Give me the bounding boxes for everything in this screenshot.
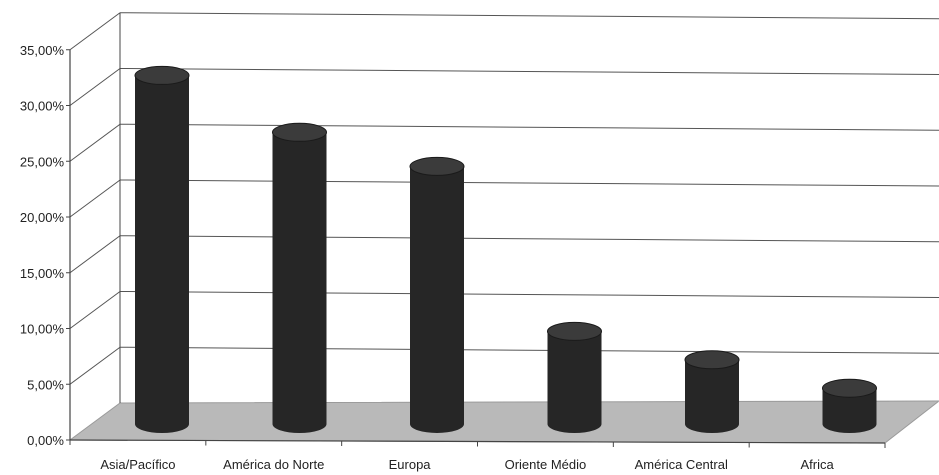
- gridline: [119, 179, 939, 187]
- gridline: [119, 12, 939, 20]
- x-category-label: Oriente Médio: [505, 457, 587, 472]
- bar: [547, 321, 602, 433]
- y-tick-label: 30,00%: [20, 99, 65, 114]
- bar: [409, 156, 465, 433]
- bar: [272, 122, 327, 433]
- bar-body: [410, 166, 464, 433]
- bar-body: [135, 75, 189, 433]
- chart-floor-layer: [68, 400, 939, 444]
- y-tick-label: 0,00%: [27, 433, 64, 448]
- bar-top: [547, 321, 602, 341]
- gridline: [119, 346, 939, 354]
- gridline-wall: [69, 12, 121, 51]
- bar-top: [272, 122, 327, 142]
- y-tick-label: 5,00%: [27, 377, 64, 392]
- gridline-wall: [69, 179, 121, 218]
- bar-body: [272, 132, 327, 433]
- chart-floor: [68, 400, 939, 444]
- gridline: [119, 291, 939, 298]
- gridline: [119, 123, 939, 131]
- bar-top: [684, 350, 740, 370]
- gridline-wall: [69, 235, 121, 274]
- bar-top: [134, 65, 190, 85]
- x-category-label: Asia/Pacífico: [100, 457, 175, 472]
- bar-top: [822, 378, 877, 398]
- y-tick-label: 15,00%: [20, 266, 65, 281]
- gridline-wall: [69, 68, 121, 106]
- bar: [134, 65, 190, 433]
- gridline: [119, 68, 939, 75]
- y-tick-label: 25,00%: [20, 154, 65, 169]
- gridline-wall: [69, 291, 121, 329]
- bar-body: [685, 359, 739, 433]
- x-category-label: América do Norte: [223, 457, 324, 472]
- y-tick-label: 20,00%: [20, 210, 65, 225]
- x-category-label: Africa: [800, 457, 834, 472]
- bar: [684, 350, 740, 433]
- y-axis-tick-labels: 0,00% 5,00% 10,00% 15,00% 20,00% 25,00% 30,00%…: [20, 43, 65, 448]
- y-tick-label: 10,00%: [20, 322, 65, 337]
- bar-body: [547, 331, 602, 433]
- x-category-label: Europa: [389, 457, 432, 472]
- bar-body: [822, 388, 877, 433]
- bar: [822, 378, 877, 433]
- chart-bars-layer: [134, 65, 877, 433]
- chart-grid-layer: [69, 12, 939, 385]
- y-tick-label: 35,00%: [20, 43, 65, 58]
- gridline-wall: [69, 346, 121, 385]
- bar-top: [409, 156, 465, 176]
- gridline-wall: [69, 123, 121, 162]
- x-axis-category-labels: Asia/Pacífico América do Norte Europa Orien…: [100, 457, 834, 472]
- chart-axis-layer: [66, 12, 886, 448]
- x-category-label: América Central: [635, 457, 728, 472]
- gridline: [119, 235, 939, 243]
